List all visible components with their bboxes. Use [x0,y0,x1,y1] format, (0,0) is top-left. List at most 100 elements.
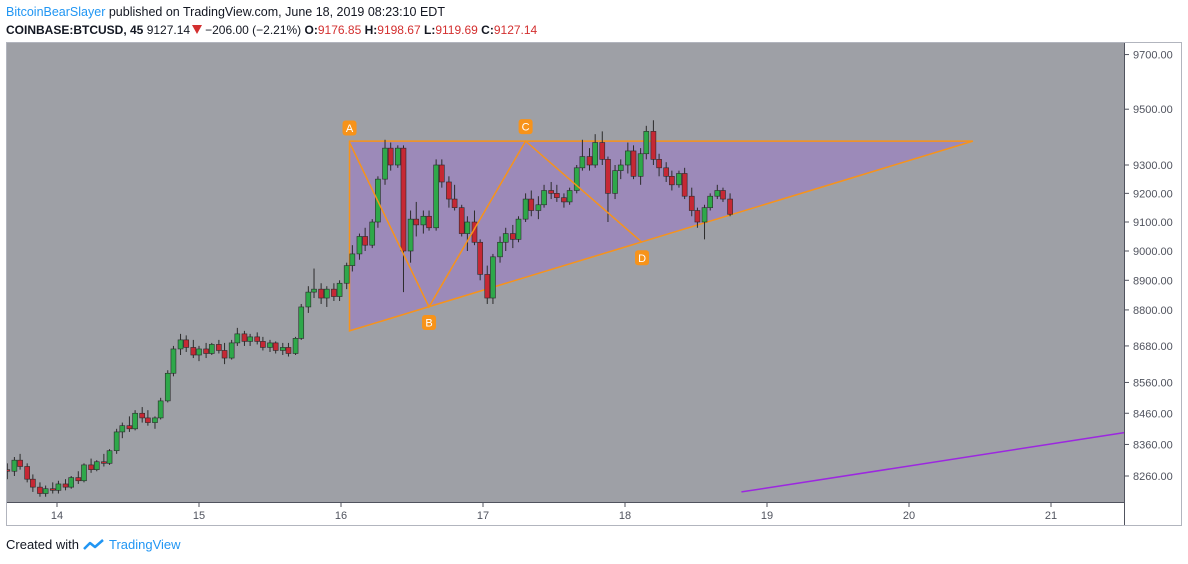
candle [203,342,209,359]
candle [727,193,733,217]
candle [113,428,120,454]
candle [170,345,177,377]
plot-background [6,42,1124,502]
candle [24,463,30,483]
y-tick: 8680.00 [1124,341,1173,353]
candle-body [132,412,138,430]
time-axis[interactable] [6,502,1124,526]
candle [515,216,522,243]
candle-body [152,417,158,423]
x-tick-label: 19 [761,510,773,522]
candle-body [420,215,427,226]
price-change: −206.00 (−2.21%) [205,23,302,37]
candle [88,458,94,473]
candle [228,339,235,360]
candle [701,204,708,240]
candle-body [400,147,407,252]
candle-body [24,466,30,480]
candle-body [535,204,542,211]
y-tick-label: 8560.00 [1133,377,1173,389]
pattern-label-badge [422,314,437,330]
candle [132,410,138,431]
pattern-label-text: B [425,317,432,329]
candle-body [382,147,388,180]
purple-trendline[interactable] [741,431,1130,493]
candle [592,134,598,168]
candle-body [30,478,36,488]
candle-body [267,342,273,348]
candle [318,283,324,304]
candle-body [394,147,401,166]
price-axis[interactable] [1124,42,1182,526]
candle [484,265,491,304]
pattern-point-d[interactable]: D [635,250,650,266]
y-tick-label: 9200.00 [1133,188,1173,200]
candle-body [541,190,547,206]
candle [382,139,388,185]
candle [669,170,675,191]
candle-body [203,348,209,354]
pattern-point-b[interactable]: B [422,314,437,330]
chart-header: BitcoinBearSlayer published on TradingVi… [6,3,1182,39]
candle-body [362,236,368,246]
candle [260,336,266,351]
candle [145,410,151,426]
candle [208,342,215,356]
candle-body [605,159,611,194]
candle-body [139,412,145,419]
candle-body [407,218,414,252]
x-tick-label: 16 [335,510,347,522]
candle-body [157,400,164,419]
candle-body [343,265,350,284]
abcd-pattern-line[interactable] [348,139,643,309]
y-tick: 8460.00 [1124,408,1173,420]
candle [522,193,529,223]
candle [216,339,222,354]
candle [676,170,682,188]
candle [458,204,465,237]
symbol-line: COINBASE:BTCUSD, 45 9127.14 −206.00 (−2.2… [6,21,1182,39]
candle [446,176,452,208]
candle-body [566,190,573,203]
candle-body [106,450,113,464]
candle-body [113,431,120,452]
candle [356,233,363,260]
candle [62,479,69,491]
candle [464,216,471,251]
candle-body [88,464,94,470]
author-link[interactable]: BitcoinBearSlayer [6,5,106,19]
candle [119,422,126,439]
candle [6,463,11,480]
candle [497,236,503,263]
y-tick: 8900.00 [1124,275,1173,287]
pattern-label-badge [342,120,357,136]
candle-body [714,190,721,197]
y-tick-label: 8900.00 [1133,275,1173,287]
pattern-label-badge [635,250,650,266]
y-tick: 8560.00 [1124,377,1173,389]
candle [101,453,107,467]
pattern-label-text: C [522,122,530,134]
triangle-pattern[interactable] [348,140,974,332]
candle-body [630,150,637,177]
tradingview-link[interactable]: TradingView [108,537,181,552]
candle-body [196,348,202,356]
candle-body [336,282,343,297]
price-chart[interactable]: A B C D 8260.00 8360.00 8460.00 8560.00 8680.00… [6,42,1182,526]
candle-body [62,483,69,488]
candle-body [701,207,708,223]
candle [323,286,330,307]
pattern-point-a[interactable]: A [342,120,357,136]
candle-body [458,207,465,234]
footer: Created with TradingView [6,537,181,552]
y-tick: 9200.00 [1124,188,1173,200]
candle [573,165,580,194]
pattern-point-c[interactable]: C [518,119,533,135]
candle [387,142,394,171]
pattern-label-badge [518,119,533,135]
y-tick: 9500.00 [1124,104,1173,116]
candle [663,162,669,182]
y-tick: 8800.00 [1124,305,1173,317]
candle-body [490,256,496,299]
high-label: H: [364,23,378,37]
